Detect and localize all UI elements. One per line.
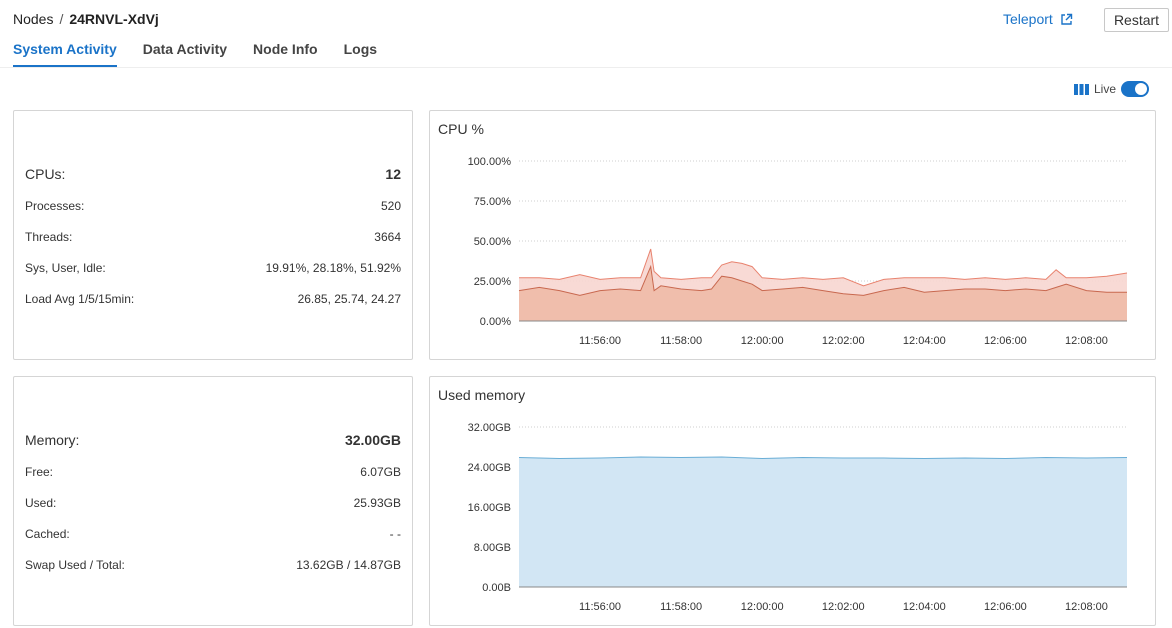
- processes-label: Processes:: [25, 199, 85, 213]
- tab-system-activity[interactable]: System Activity: [13, 41, 117, 67]
- used-label: Used:: [25, 496, 57, 510]
- memory-value: 32.00GB: [344, 432, 401, 448]
- memory-chart-x-tick-label: 12:02:00: [822, 601, 865, 613]
- external-link-icon: [1061, 13, 1073, 25]
- cpu-chart-series-2-line: [518, 264, 1127, 296]
- swap-value: 13.62GB / 14.87GB: [296, 558, 401, 572]
- memory-chart-series-1-line: [518, 456, 1128, 460]
- cpus-label: CPUs:: [25, 166, 66, 182]
- memory-chart-x-tick-label: 11:58:00: [660, 601, 702, 613]
- teleport-label: Teleport: [1003, 11, 1053, 27]
- sys-user-idle-value: 19.91%, 28.18%, 51.92%: [265, 261, 401, 275]
- cpu-chart-x-tick-label: 12:04:00: [903, 335, 946, 347]
- cpu-chart-y-tick-label: 100.00%: [468, 156, 512, 168]
- used-row: Used: 25.93GB: [25, 496, 401, 510]
- free-row: Free: 6.07GB: [25, 465, 401, 479]
- free-label: Free:: [25, 465, 54, 479]
- cached-value: - -: [389, 527, 401, 541]
- sys-user-idle-row: Sys, User, Idle: 19.91%, 28.18%, 51.92%: [25, 261, 401, 275]
- threads-value: 3664: [374, 230, 401, 244]
- memory-chart-y-tick-label: 0.00B: [482, 582, 511, 594]
- breadcrumb: Nodes / 24RNVL-XdVj: [13, 11, 159, 27]
- memory-chart-x-tick-label: 12:00:00: [741, 601, 784, 613]
- cpu-chart-series-1-line: [519, 248, 1128, 287]
- memory-row: Memory: 32.00GB: [25, 432, 401, 448]
- memory-chart-y-tick-label: 24.00GB: [468, 462, 511, 474]
- cpu-chart-x-tick-label: 11:58:00: [660, 335, 702, 347]
- memory-chart-x-tick-label: 12:06:00: [984, 601, 1027, 613]
- cpu-chart: 0.00% 25.00% 50.00% 75.00% 100.00% 11:56:00 11…: [468, 156, 1128, 347]
- columns-icon: [1074, 83, 1089, 95]
- top-bar: Nodes / 24RNVL-XdVj Teleport Restart Syste…: [0, 0, 1172, 68]
- memory-chart-x-tick-label: 11:56:00: [579, 601, 621, 613]
- breadcrumb-root-link[interactable]: Nodes: [13, 11, 54, 27]
- cpu-stats-panel: CPUs: 12 Processes: 520 Threads: 3664 Sy…: [13, 110, 413, 360]
- cpu-chart-title: CPU %: [438, 121, 484, 137]
- cached-row: Cached: - -: [25, 527, 401, 541]
- threads-label: Threads:: [25, 230, 73, 244]
- cached-label: Cached:: [25, 527, 70, 541]
- cpus-row: CPUs: 12: [25, 166, 401, 182]
- memory-chart-x-tick-label: 12:08:00: [1065, 601, 1108, 613]
- cpu-chart-x-tick-label: 12:00:00: [741, 335, 784, 347]
- processes-value: 520: [380, 199, 401, 213]
- cpu-chart-x-tick-label: 12:08:00: [1065, 335, 1108, 347]
- memory-chart-panel: Used memory 0.00B 8.00GB 16.00GB 24.00GB 32.…: [429, 376, 1156, 626]
- tab-logs[interactable]: Logs: [343, 41, 378, 57]
- load-avg-label: Load Avg 1/5/15min:: [25, 292, 135, 306]
- cpu-chart-series-2-area: [519, 266, 1127, 321]
- memory-chart-y-tick-label: 32.00GB: [468, 422, 511, 434]
- tab-node-info[interactable]: Node Info: [253, 41, 318, 57]
- cpu-chart-x-tick-label: 11:56:00: [579, 335, 621, 347]
- swap-row: Swap Used / Total: 13.62GB / 14.87GB: [25, 558, 401, 572]
- cpu-chart-y-tick-label: 75.00%: [474, 196, 512, 208]
- cpu-chart-y-tick-label: 25.00%: [474, 276, 512, 288]
- memory-chart: 0.00B 8.00GB 16.00GB 24.00GB 32.00GB 11:56:00…: [468, 422, 1128, 613]
- memory-stats-panel: Memory: 32.00GB Free: 6.07GB Used: 25.93…: [13, 376, 413, 626]
- cpu-chart-y-tick-label: 50.00%: [474, 236, 512, 248]
- threads-row: Threads: 3664: [25, 230, 401, 244]
- tab-data-activity[interactable]: Data Activity: [142, 41, 228, 57]
- tab-bar: System Activity Data Activity Node Info …: [13, 41, 403, 67]
- memory-chart-x-tick-label: 12:04:00: [903, 601, 946, 613]
- memory-chart-title: Used memory: [438, 387, 526, 403]
- processes-row: Processes: 520: [25, 199, 401, 213]
- cpus-value: 12: [385, 166, 401, 182]
- live-label: Live: [1094, 82, 1117, 96]
- toggle-knob: [1135, 83, 1148, 95]
- teleport-link[interactable]: Teleport: [1003, 11, 1073, 27]
- cpu-chart-panel: CPU % 0.00% 25.00% 50.00% 75.00% 100.00% 11:5…: [429, 110, 1156, 360]
- breadcrumb-separator: /: [59, 11, 64, 27]
- used-value: 25.93GB: [353, 496, 401, 510]
- live-control: Live: [1074, 81, 1150, 97]
- breadcrumb-current: 24RNVL-XdVj: [69, 11, 159, 27]
- memory-chart-y-tick-label: 8.00GB: [474, 542, 511, 554]
- free-value: 6.07GB: [360, 465, 401, 479]
- load-avg-row: Load Avg 1/5/15min: 26.85, 25.74, 24.27: [25, 292, 401, 306]
- live-toggle[interactable]: [1121, 81, 1150, 97]
- restart-button[interactable]: Restart: [1104, 8, 1169, 32]
- memory-chart-series-1-area: [519, 457, 1127, 587]
- cpu-chart-x-tick-label: 12:06:00: [984, 335, 1027, 347]
- sys-user-idle-label: Sys, User, Idle:: [25, 261, 106, 275]
- cpu-chart-y-tick-label: 0.00%: [480, 316, 511, 328]
- memory-chart-y-tick-label: 16.00GB: [468, 502, 511, 514]
- memory-label: Memory:: [25, 432, 80, 448]
- load-avg-value: 26.85, 25.74, 24.27: [297, 292, 401, 306]
- swap-label: Swap Used / Total:: [25, 558, 125, 572]
- cpu-chart-x-tick-label: 12:02:00: [822, 335, 865, 347]
